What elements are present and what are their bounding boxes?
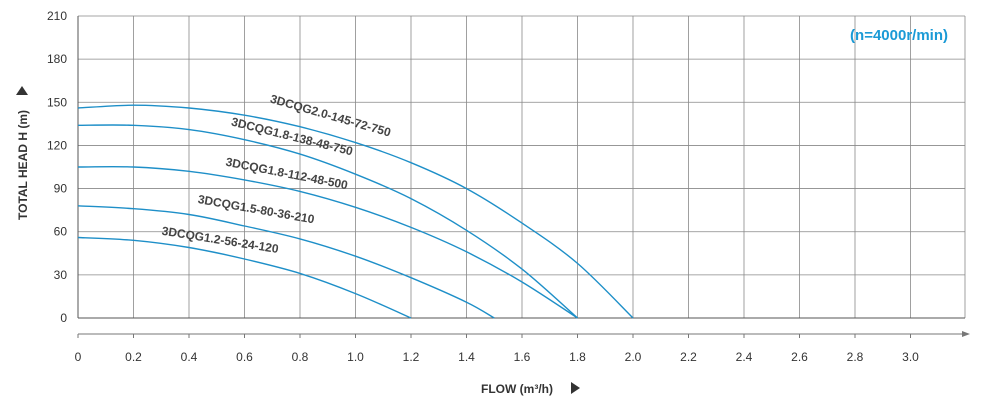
x-axis-title: FLOW (m³/h)	[481, 382, 553, 396]
y-tick-label: 90	[54, 182, 68, 196]
x-axis-arrow-icon	[571, 382, 580, 394]
curve-label: 3DCQG1.5-80-36-210	[197, 192, 316, 226]
x-tick-label: 0.4	[181, 350, 198, 364]
x-tick-label: 0.8	[292, 350, 309, 364]
curve-3DCQG1.2-56-24-120	[77, 236, 412, 319]
curve-3DCQG1.8-138-48-750	[77, 124, 578, 319]
axes	[77, 16, 970, 338]
x-tick-label: 1.0	[347, 350, 364, 364]
x-tick-label: 0.6	[236, 350, 253, 364]
x-tick-label: 1.6	[514, 350, 531, 364]
y-axis-title: TOTAL HEAD H (m)	[16, 110, 30, 220]
x-tick-label: 2.0	[625, 350, 642, 364]
y-tick-label: 0	[60, 311, 67, 325]
x-tick-label: 0	[75, 350, 82, 364]
y-tick-label: 180	[47, 52, 67, 66]
y-tick-label: 30	[54, 268, 68, 282]
curve-label: 3DCQG1.2-56-24-120	[161, 224, 280, 256]
tick-labels: 0 0.2 0.4 0.6 0.8 1.0 1.2 1.4 1.6 1.8 2.0 2.2 2.4 2.6…	[47, 9, 919, 364]
curve-3DCQG1.8-112-48-500	[77, 165, 578, 319]
x-tick-label: 3.0	[902, 350, 919, 364]
x-axis-baseline-arrow-icon	[962, 331, 970, 337]
y-axis-arrow-icon	[16, 86, 28, 95]
curve-label: 3DCQG1.8-112-48-500	[225, 155, 350, 192]
curves	[77, 104, 634, 319]
x-tick-label: 2.6	[791, 350, 808, 364]
y-tick-label: 120	[47, 138, 67, 152]
grid	[78, 15, 966, 318]
x-tick-label: 2.8	[847, 350, 864, 364]
y-tick-label: 60	[54, 225, 68, 239]
x-tick-label: 0.2	[125, 350, 142, 364]
x-tick-label: 1.8	[569, 350, 586, 364]
curve-3DCQG1.5-80-36-210	[77, 205, 495, 319]
speed-annotation: (n=4000r/min)	[850, 27, 948, 44]
y-tick-label: 210	[47, 9, 67, 23]
x-tick-label: 1.4	[458, 350, 475, 364]
x-tick-label: 1.2	[403, 350, 420, 364]
curve-3DCQG2.0-145-72-750	[77, 104, 634, 319]
x-tick-label: 2.4	[736, 350, 753, 364]
y-tick-label: 150	[47, 95, 67, 109]
x-tick-label: 2.2	[680, 350, 697, 364]
